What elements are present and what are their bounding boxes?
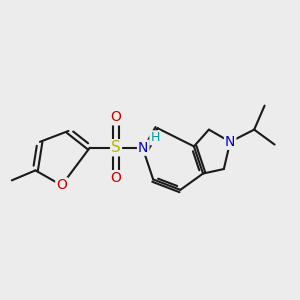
- Text: H: H: [150, 131, 160, 144]
- Text: O: O: [56, 178, 67, 192]
- Text: O: O: [111, 171, 122, 185]
- Text: N: N: [138, 141, 148, 155]
- Text: N: N: [225, 135, 236, 149]
- Text: S: S: [111, 140, 121, 155]
- Text: O: O: [111, 110, 122, 124]
